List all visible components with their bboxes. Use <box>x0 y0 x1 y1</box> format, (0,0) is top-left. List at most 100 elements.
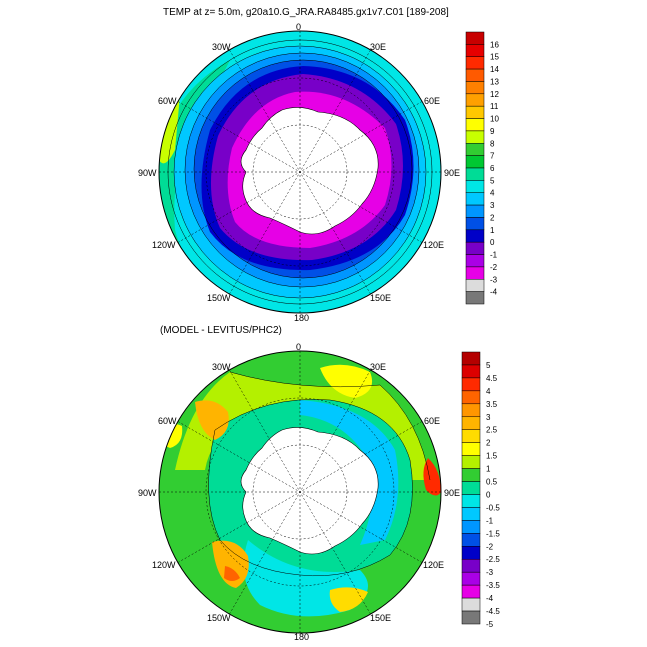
top-colorbar-swatch <box>465 204 485 218</box>
bottom-colorbar-swatch <box>461 571 481 586</box>
bottom-colorbar-swatch <box>461 507 481 521</box>
bottom-colorbar-tick-label: -4.5 <box>486 607 500 616</box>
top-colorbar-tick-label: 6 <box>490 164 495 173</box>
top-lon-label-60e: 60E <box>424 96 441 106</box>
bottom-colorbar-tick-label: 0 <box>486 490 491 499</box>
top-colorbar-tick-label: 12 <box>490 90 499 99</box>
bottom-colorbar-tick-label: -5 <box>486 620 494 629</box>
bottom-colorbar-swatch <box>461 481 481 495</box>
bottom-colorbar-tick-label: 2 <box>486 439 491 448</box>
bottom-colorbar-swatch <box>461 442 481 456</box>
bottom-contour <box>229 371 431 481</box>
top-lon-label-120w: 120W <box>152 240 176 250</box>
top-colorbar-tick-label: 9 <box>490 127 495 136</box>
bottom-field-hot-east-edge <box>423 458 441 496</box>
bottom-colorbar-swatch <box>461 546 481 560</box>
top-colorbar-swatch <box>465 229 485 243</box>
bottom-lon-label-90e: 90E <box>444 488 461 498</box>
bottom-colorbar-swatch <box>461 351 481 366</box>
bottom-colorbar-tick-label: -3 <box>486 568 494 577</box>
bottom-colorbar-tick-label: 1.5 <box>486 452 498 461</box>
top-contour <box>173 45 427 299</box>
top-lon-label-90w: 90W <box>138 168 157 178</box>
bottom-colorbar-swatch <box>461 403 481 418</box>
bottom-colorbar-tick-label: 0.5 <box>486 478 498 487</box>
bottom-graticule <box>159 351 441 633</box>
bottom-colorbar-swatch <box>461 390 481 405</box>
bottom-colorbar-tick-label: -1.5 <box>486 529 500 538</box>
top-colorbar-tick-label: -4 <box>490 288 498 297</box>
bottom-colorbar-tick-label: 1 <box>486 465 491 474</box>
top-colorbar-swatch <box>465 93 485 107</box>
top-lon-label-120e: 120E <box>423 240 445 250</box>
bottom-field-warm-30e <box>320 364 373 398</box>
bottom-lon-label-60w: 60W <box>158 416 177 426</box>
bottom-field-warm-150e <box>329 587 368 612</box>
bottom-lon-label-120e: 120E <box>423 560 445 570</box>
bottom-colorbar-tick-label: 3 <box>486 413 491 422</box>
top-graticule <box>159 31 441 313</box>
top-colorbar-tick-label: 3 <box>490 201 495 210</box>
bottom-lon-label-180: 180 <box>294 632 310 642</box>
bottom-colorbar-swatch <box>461 416 481 430</box>
top-colorbar-swatch <box>465 279 485 292</box>
bottom-lon-label-150e: 150E <box>370 613 392 623</box>
top-colorbar-tick-label: 8 <box>490 139 495 148</box>
top-colorbar-swatch <box>465 167 485 181</box>
bottom-contour <box>208 399 413 577</box>
top-colorbar-tick-label: 16 <box>490 40 499 49</box>
bottom-colorbar-swatch <box>461 610 481 625</box>
top-colorbar-swatch <box>465 254 485 268</box>
top-colorbar-swatch <box>465 44 485 57</box>
top-colorbar-swatch <box>465 241 485 255</box>
bottom-colorbar-tick-label: -1 <box>486 516 494 525</box>
top-colorbar-swatch <box>465 217 485 231</box>
bottom-colorbar-swatch <box>461 429 481 443</box>
bottom-colorbar-tick-label: 4.5 <box>486 374 498 383</box>
bottom-colorbar-swatch <box>461 455 481 469</box>
top-lon-label-180: 180 <box>294 313 310 323</box>
bottom-lon-label-30w: 30W <box>212 362 231 372</box>
bottom-lon-label-90w: 90W <box>138 488 157 498</box>
top-colorbar-tick-label: -1 <box>490 251 498 260</box>
top-lon-label-30w: 30W <box>212 42 231 52</box>
top-colorbar-swatch <box>465 81 485 95</box>
top-lon-label-150e: 150E <box>370 293 392 303</box>
bottom-colorbar-swatch <box>461 584 481 599</box>
top-colorbar-tick-label: -3 <box>490 275 498 284</box>
bottom-lon-label-0: 0 <box>296 342 302 352</box>
top-lon-label-0: 0 <box>296 22 302 32</box>
top-colorbar-tick-label: 13 <box>490 77 499 86</box>
top-map-title: TEMP at z= 5.0m, g20a10.G_JRA.RA8485.gx1… <box>163 7 449 18</box>
bottom-colorbar-swatch <box>461 597 481 612</box>
bottom-colorbar-tick-label: 3.5 <box>486 400 498 409</box>
top-lon-label-30e: 30E <box>370 42 387 52</box>
bottom-colorbar-swatch <box>461 520 481 534</box>
bottom-map-border <box>158 350 442 634</box>
top-colorbar-tick-label: 4 <box>490 189 495 198</box>
bottom-colorbar-tick-label: -4 <box>486 594 494 603</box>
top-colorbar-tick-label: 14 <box>490 65 499 74</box>
top-lon-label-60w: 60W <box>158 96 177 106</box>
top-colorbar-swatch <box>465 155 485 169</box>
bottom-colorbar: 5 4.5 4 3.5 3 2.5 2 1.5 1 0.5 0 -0.5 -1 -1.5 -2 -2.5 -3 -… <box>461 351 500 629</box>
top-colorbar-swatch <box>465 192 485 206</box>
bottom-colorbar-swatch <box>461 468 481 482</box>
bottom-lon-label-30e: 30E <box>370 362 387 372</box>
bottom-colorbar-tick-label: 2.5 <box>486 426 498 435</box>
bottom-field-east-cool <box>300 400 399 545</box>
bottom-field-band-north <box>175 372 430 480</box>
bottom-field-hot-120w <box>224 566 240 581</box>
top-colorbar-tick-label: -2 <box>490 263 498 272</box>
top-colorbar-swatch <box>465 68 485 82</box>
top-colorbar-swatch <box>465 130 485 144</box>
bottom-colorbar-swatch <box>461 377 481 392</box>
top-colorbar-tick-label: 1 <box>490 226 495 235</box>
bottom-field-warm-120w <box>212 540 249 588</box>
top-colorbar-swatch <box>465 56 485 70</box>
top-lon-label-150w: 150W <box>207 293 231 303</box>
top-contour <box>193 59 413 279</box>
bottom-colorbar-swatch <box>461 558 481 573</box>
